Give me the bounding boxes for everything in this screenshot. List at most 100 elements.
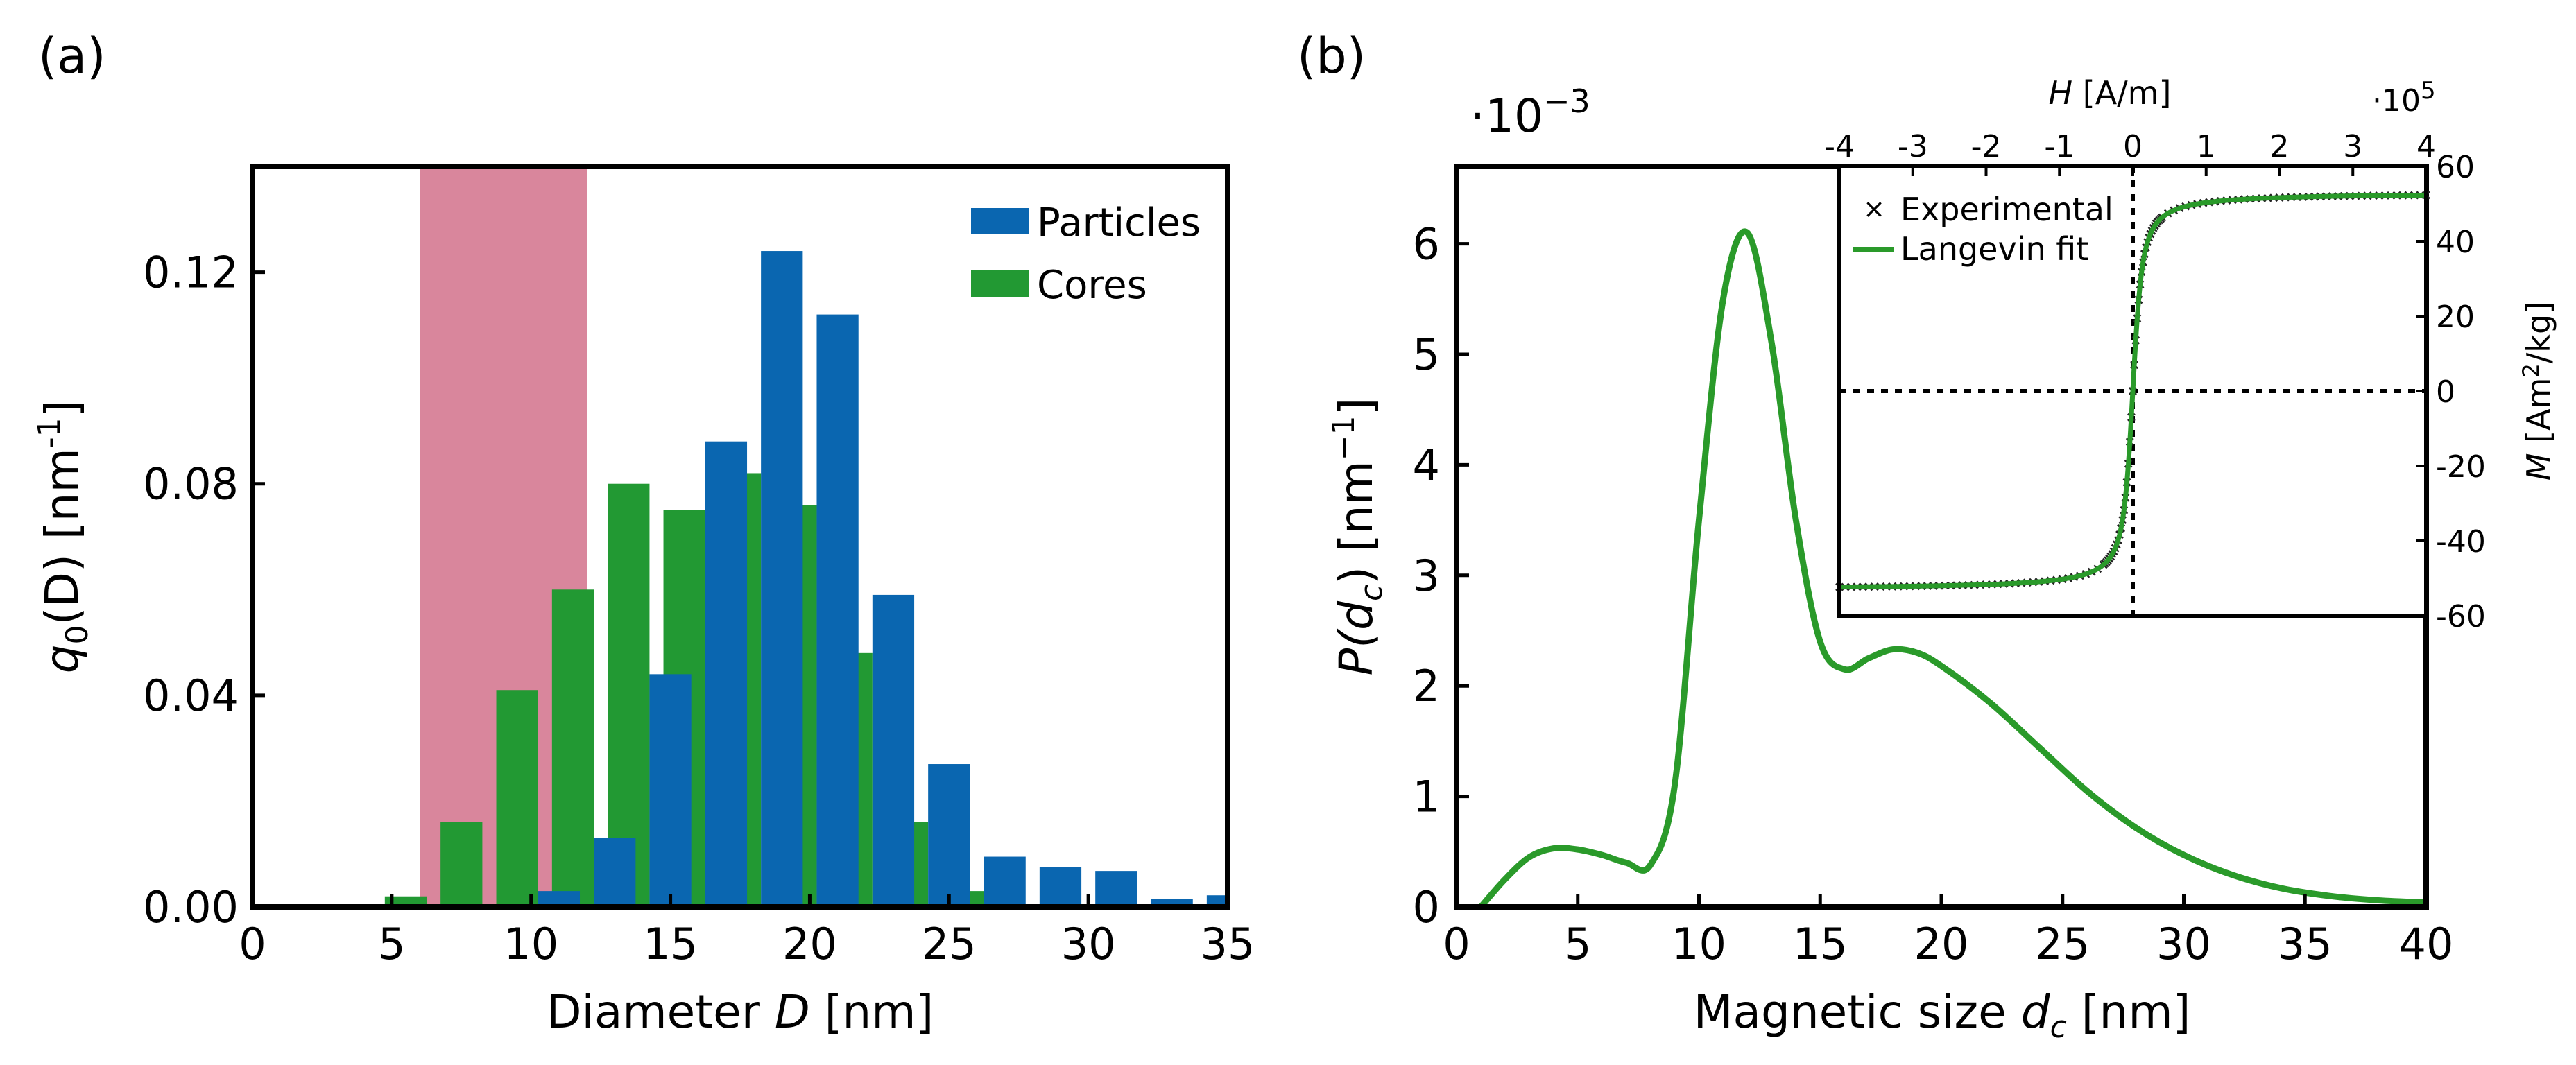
panel-b-ticks: 0 5 10 15 20 25 30 35 40 0 1 2 3 4 5 6	[1413, 219, 2454, 969]
y-tick-label: 0.12	[143, 248, 239, 298]
bar-particles	[1039, 867, 1082, 907]
legend-label-experimental: Experimental	[1900, 191, 2113, 228]
x-tick-label: 10	[504, 919, 558, 969]
y-tick-label: 6	[1413, 219, 1440, 270]
legend-label-cores: Cores	[1037, 263, 1147, 308]
inset-plot-area	[1835, 166, 2430, 616]
x-tick-label: 20	[1914, 919, 1969, 969]
inset: -4 -3 -2 -1 0 1 2 3 4 -60 -40 -20 0 20 40 60 H [A/m] ·1…	[1824, 74, 2557, 634]
inset-x-tick-label: 4	[2416, 129, 2436, 164]
panel-b-plot-area	[1478, 228, 2427, 909]
legend-swatch-particles	[971, 208, 1029, 234]
y-tick-label: 0.00	[143, 882, 239, 933]
x-tick-label: 30	[2156, 919, 2211, 969]
panel-b-ylabel-close: ]	[1330, 398, 1383, 416]
x-tick-label: 15	[1793, 919, 1848, 969]
panel-a-ylabel-rest: (D) [nm	[35, 448, 89, 625]
inset-y-tick-label: -40	[2436, 524, 2486, 560]
panel-b-xlabel-var: d	[2021, 985, 2051, 1039]
bar-particles	[538, 891, 581, 907]
legend-marker-experimental: ×	[1863, 193, 1885, 224]
inset-x-tick-label: -4	[1824, 129, 1855, 164]
y-tick-label: 2	[1413, 661, 1440, 711]
bar-particles	[649, 674, 692, 907]
panel-a-legend: Particles Cores	[971, 200, 1201, 308]
bar-particles	[761, 251, 803, 907]
panel-a-ylabel-sup: -1	[32, 417, 67, 448]
size-distribution-curve	[1478, 228, 2427, 909]
inset-x-tick-label: 0	[2123, 129, 2143, 164]
panel-a-label: (a)	[38, 28, 106, 85]
inset-x-tick-label: -1	[2044, 129, 2075, 164]
panel-b-scale: ·10−3	[1470, 83, 1590, 143]
bar-particles	[1151, 899, 1193, 907]
x-tick-label: 40	[2399, 919, 2454, 969]
bar-particles	[984, 856, 1026, 907]
x-tick-label: 35	[1201, 919, 1255, 969]
inset-top-scale: ·105	[2372, 77, 2436, 119]
y-tick-label: 5	[1413, 329, 1440, 380]
legend-label-particles: Particles	[1037, 200, 1201, 245]
inset-legend: × Experimental Langevin fit	[1853, 191, 2113, 268]
y-tick-label: 3	[1413, 551, 1440, 601]
panel-b-ylabel-main: P(d	[1330, 600, 1383, 676]
panel-b-scale-exp: −3	[1543, 83, 1590, 120]
panel-a-ylabel-q: q	[35, 644, 89, 673]
inset-y-tick-label: 60	[2436, 150, 2475, 185]
bar-particles	[705, 441, 748, 907]
bar-particles	[872, 594, 915, 907]
inset-top-label-var: H	[2049, 74, 2073, 112]
panel-b-ylabel-rest: ) [nm	[1330, 460, 1383, 585]
inset-top-scale-exp: 5	[2421, 77, 2436, 105]
inset-right-label: M [Am2/kg]	[2518, 302, 2557, 480]
x-tick-label: 5	[378, 919, 405, 969]
inset-x-tick-label: 1	[2197, 129, 2216, 164]
panel-a-ylabel-sub: 0	[60, 625, 95, 644]
panel-b-xlabel-unit: [nm]	[2067, 985, 2191, 1039]
y-tick-label: 0.04	[143, 670, 239, 721]
x-tick-label: 5	[1564, 919, 1591, 969]
panel-b-label: (b)	[1297, 28, 1366, 85]
y-tick-label: 1	[1413, 772, 1440, 822]
panel-b-xlabel-sub: c	[2050, 1010, 2067, 1045]
inset-top-label-unit: [A/m]	[2072, 74, 2171, 112]
panel-b-ylabel-sup: −1	[1326, 415, 1362, 460]
bar-cores	[551, 589, 594, 907]
x-tick-label: 0	[239, 919, 266, 969]
inset-right-label-sup: 2	[2518, 363, 2544, 377]
y-tick-label: 0.08	[143, 459, 239, 510]
bar-particles	[1206, 895, 1228, 907]
panel-a-ylabel: q0(D) [nm-1]	[32, 400, 95, 674]
y-tick-label: 0	[1413, 882, 1440, 933]
inset-x-tick-label: 3	[2343, 129, 2362, 164]
x-tick-label: 25	[2035, 919, 2090, 969]
panel-a-xlabel-text: Diameter	[547, 985, 775, 1039]
inset-ticks: -4 -3 -2 -1 0 1 2 3 4 -60 -40 -20 0 20 40 60	[1824, 129, 2486, 634]
bar-cores	[496, 690, 538, 907]
x-tick-label: 25	[922, 919, 977, 969]
panel-b-ylabel-sub: c	[1354, 585, 1389, 601]
bar-cores	[440, 822, 483, 907]
inset-x-tick-label: 2	[2270, 129, 2290, 164]
y-tick-label: 4	[1413, 440, 1440, 490]
inset-top-scale-base: ·10	[2372, 83, 2421, 119]
panel-a-xlabel-var: D	[775, 985, 810, 1039]
inset-right-label-close: /kg]	[2520, 302, 2557, 363]
panel-b-scale-base: ·10	[1470, 89, 1543, 143]
panel-a-frame	[250, 164, 1230, 910]
x-tick-label: 30	[1061, 919, 1116, 969]
panel-a-ticks: 0 5 10 15 20 25 30 35 0.00 0.04 0.08 0.12	[143, 248, 1255, 969]
panel-b-xlabel-text: Magnetic size	[1694, 985, 2021, 1039]
x-tick-label: 0	[1443, 919, 1470, 969]
panel-a-ylabel-close: ]	[35, 400, 89, 418]
x-tick-label: 20	[782, 919, 837, 969]
bar-particles	[816, 314, 859, 908]
inset-top-label: H [A/m]	[2049, 74, 2172, 112]
inset-y-tick-label: 40	[2436, 225, 2475, 260]
panel-b-ylabel: P(dc) [nm−1]	[1326, 398, 1389, 676]
bar-particles	[594, 838, 636, 907]
bar-cores	[608, 483, 650, 907]
panel-b-xlabel: Magnetic size dc [nm]	[1694, 985, 2191, 1045]
